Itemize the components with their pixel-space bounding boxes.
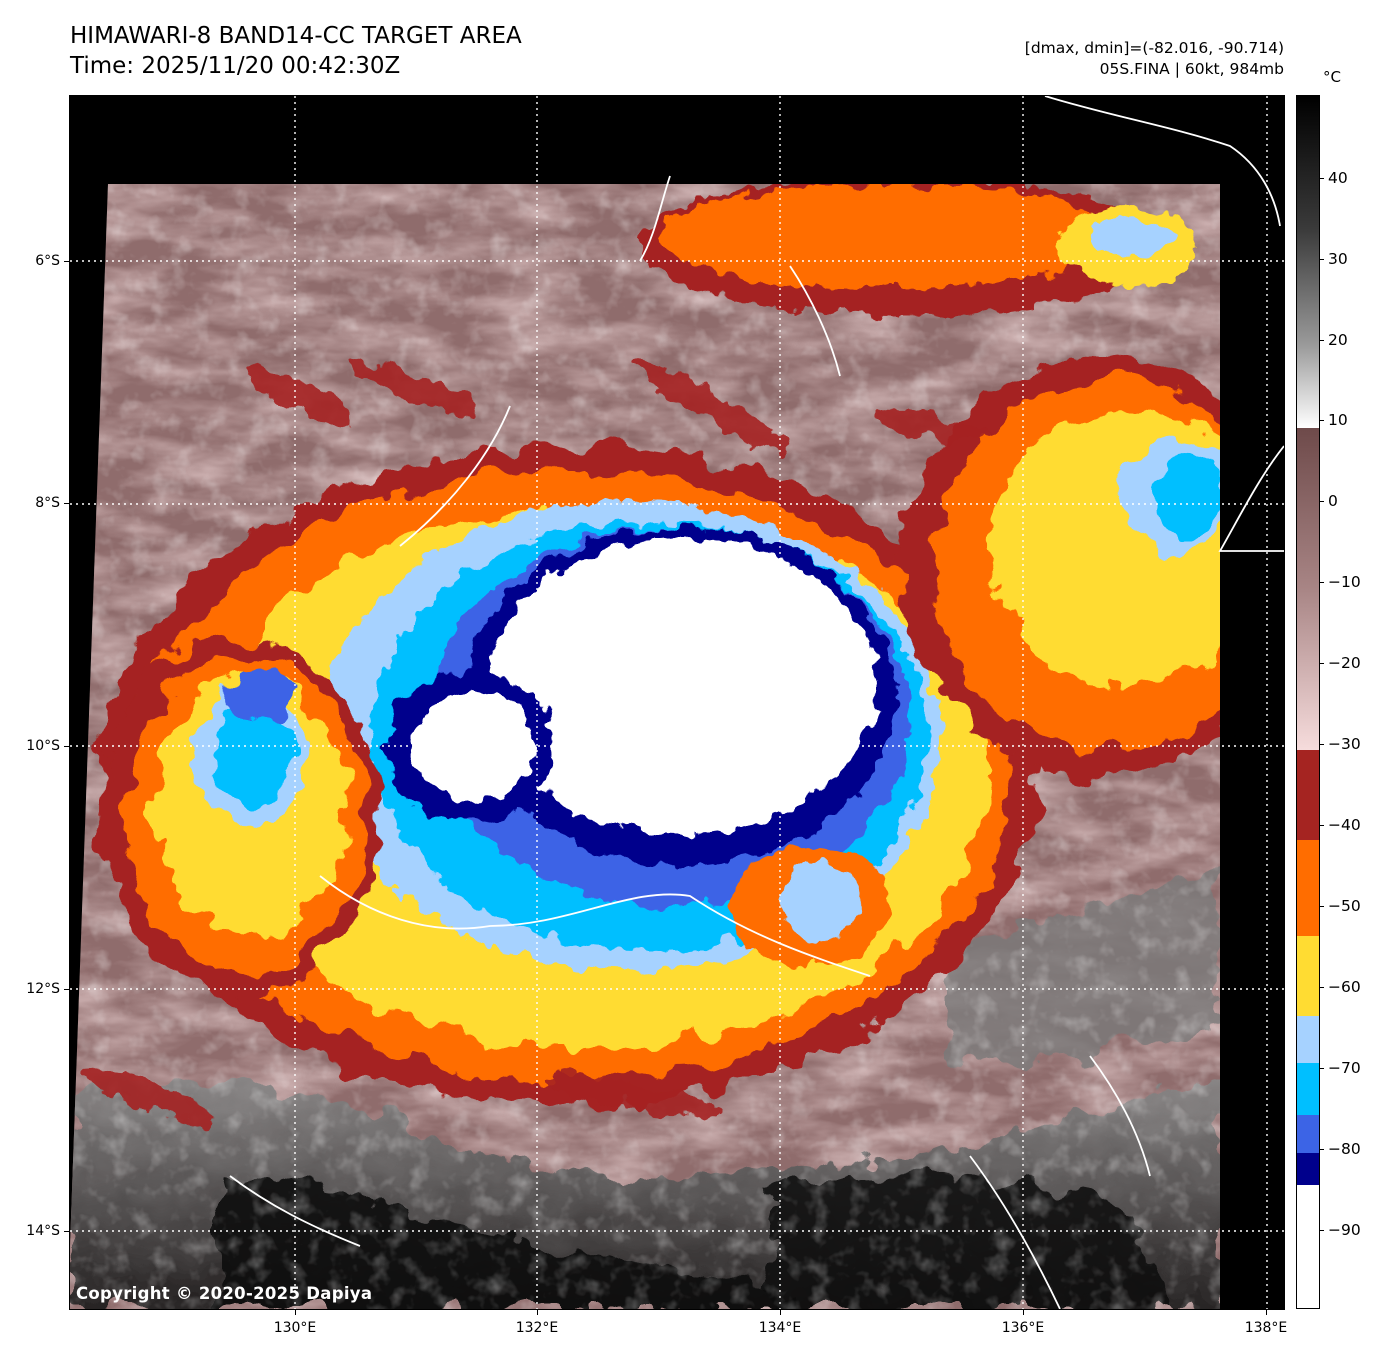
colorbar-brown-segment — [1297, 428, 1319, 750]
chart-time: Time: 2025/11/20 00:42:30Z — [70, 53, 401, 79]
lat-label: 12°S — [26, 981, 60, 997]
lon-label: 136°E — [1001, 1320, 1045, 1336]
colorbar-lightblue-segment — [1297, 1016, 1319, 1063]
colorbar-label: −90 — [1328, 1221, 1361, 1239]
colorbar-tick — [1320, 1068, 1324, 1069]
colorbar-label: 40 — [1328, 169, 1348, 187]
colorbar-tick — [1320, 987, 1324, 988]
lon-tick — [1266, 1310, 1267, 1315]
colorbar-tick — [1320, 825, 1324, 826]
colorbar-label: −20 — [1328, 654, 1361, 672]
colorbar-label: −10 — [1328, 573, 1361, 591]
colorbar-tick — [1320, 1149, 1324, 1150]
colorbar — [1296, 95, 1320, 1309]
coastlines — [229, 96, 1284, 1309]
colorbar-gray-segment — [1297, 96, 1319, 428]
lat-label: 14°S — [26, 1223, 60, 1239]
colorbar-tick — [1320, 582, 1324, 583]
colorbar-royalblue-segment — [1297, 1115, 1319, 1153]
colorbar-tick — [1320, 663, 1324, 664]
colorbar-yellow-segment — [1297, 936, 1319, 1016]
colorbar-label: −40 — [1328, 816, 1361, 834]
colorbar-label: 20 — [1328, 331, 1348, 349]
colorbar-tick — [1320, 340, 1324, 341]
colorbar-navy-segment — [1297, 1153, 1319, 1185]
colorbar-label: −50 — [1328, 897, 1361, 915]
lat-tick — [64, 746, 69, 747]
satellite-image: Copyright © 2020-2025 Dapiya — [69, 95, 1285, 1310]
lat-tick — [64, 261, 69, 262]
colorbar-tick — [1320, 1230, 1324, 1231]
lon-tick — [1023, 1310, 1024, 1315]
colorbar-orange-segment — [1297, 840, 1319, 936]
satellite-render — [70, 96, 1284, 1309]
colorbar-label: 10 — [1328, 411, 1348, 429]
colorbar-tick — [1320, 501, 1324, 502]
colorbar-tick — [1320, 178, 1324, 179]
colorbar-unit: °C — [1323, 68, 1341, 86]
graticule — [70, 96, 1284, 1309]
lon-label: 138°E — [1244, 1320, 1288, 1336]
range-readout: [dmax, dmin]=(-82.016, -90.714) — [1024, 39, 1284, 57]
lat-label: 8°S — [35, 495, 60, 511]
colorbar-skyblue-segment — [1297, 1063, 1319, 1115]
copyright-notice: Copyright © 2020-2025 Dapiya — [76, 1284, 373, 1303]
chart-title: HIMAWARI-8 BAND14-CC TARGET AREA — [70, 23, 522, 49]
lon-tick — [537, 1310, 538, 1315]
lat-label: 10°S — [26, 738, 60, 754]
storm-info: 05S.FINA | 60kt, 984mb — [1099, 60, 1284, 78]
colorbar-tick — [1320, 420, 1324, 421]
colorbar-label: 0 — [1328, 492, 1338, 510]
colorbar-label: −70 — [1328, 1059, 1361, 1077]
lon-tick — [295, 1310, 296, 1315]
lat-tick — [64, 503, 69, 504]
colorbar-label: 30 — [1328, 250, 1348, 268]
colorbar-tick — [1320, 906, 1324, 907]
lon-label: 132°E — [515, 1320, 559, 1336]
lon-label: 130°E — [273, 1320, 317, 1336]
lat-tick — [64, 989, 69, 990]
colorbar-label: −60 — [1328, 978, 1361, 996]
lon-tick — [780, 1310, 781, 1315]
colorbar-tick — [1320, 744, 1324, 745]
colorbar-darkred-segment — [1297, 750, 1319, 840]
colorbar-tick — [1320, 259, 1324, 260]
lon-label: 134°E — [758, 1320, 802, 1336]
lat-tick — [64, 1231, 69, 1232]
colorbar-label: −80 — [1328, 1140, 1361, 1158]
colorbar-label: −30 — [1328, 735, 1361, 753]
lat-label: 6°S — [35, 253, 60, 269]
colorbar-white-segment — [1297, 1185, 1319, 1308]
